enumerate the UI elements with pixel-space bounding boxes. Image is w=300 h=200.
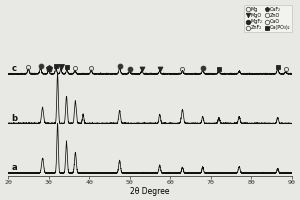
Text: b: b: [11, 114, 17, 123]
Legend: Mg, MgO, MgF₂, ZnF₂, CaF₂, ZnO, CaO, Ca(PO₃)₂: Mg, MgO, MgF₂, ZnF₂, CaF₂, ZnO, CaO, Ca(…: [244, 5, 292, 32]
Text: c: c: [11, 64, 16, 73]
X-axis label: 2θ Degree: 2θ Degree: [130, 187, 170, 196]
Text: a: a: [11, 163, 17, 172]
